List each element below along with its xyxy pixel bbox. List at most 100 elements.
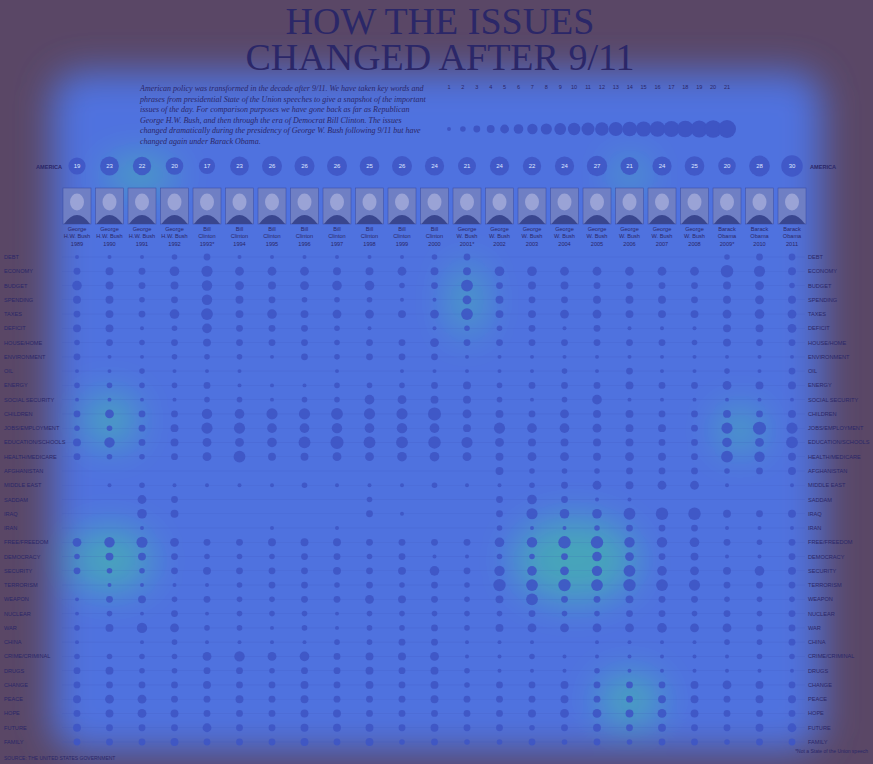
portrait-shoulders	[487, 215, 513, 224]
portrait-shoulders	[129, 215, 155, 224]
bubble	[528, 452, 537, 461]
bubble	[789, 710, 796, 717]
bubble	[626, 282, 633, 289]
row-label: MIDDLE EAST	[808, 482, 846, 488]
bubble	[172, 354, 178, 360]
bubble	[269, 668, 275, 674]
bubble	[498, 483, 502, 487]
year-label: 1993*	[200, 241, 215, 247]
row-label: PEACE	[4, 696, 23, 702]
bubble	[594, 382, 601, 389]
bubble	[204, 710, 211, 717]
bubble	[204, 596, 211, 603]
bubble	[139, 411, 146, 418]
bubble	[172, 654, 178, 660]
bubble	[139, 383, 145, 389]
bubble	[430, 652, 439, 661]
bubble	[367, 639, 373, 645]
portrait-head	[395, 194, 409, 211]
bubble	[594, 668, 600, 674]
bubble	[693, 355, 697, 359]
bubble	[397, 423, 407, 433]
bubble	[107, 454, 113, 460]
bubble	[463, 452, 472, 461]
bubble	[104, 437, 114, 447]
america-value: 25	[366, 163, 373, 169]
row-label: SPENDING	[808, 297, 837, 303]
bubble	[301, 553, 308, 560]
america-bubble	[68, 157, 85, 174]
bubble	[108, 355, 112, 359]
bubble	[171, 411, 178, 418]
bubble	[301, 567, 308, 574]
background-highlight	[600, 675, 660, 725]
bubble	[171, 510, 179, 518]
row-label: TAXES	[808, 311, 826, 317]
portrait-shoulders	[519, 215, 545, 224]
size-legend-label: 5	[503, 84, 506, 90]
row-label: EDUCATION/SCHOOLS	[4, 439, 66, 445]
president-name: BillClinton	[426, 226, 443, 239]
bubble	[496, 339, 503, 346]
america-bubble	[458, 157, 476, 175]
portrait-head	[428, 194, 442, 211]
bubble	[758, 669, 762, 673]
bubble	[171, 696, 178, 703]
bubble	[203, 681, 211, 689]
year-label: 2002	[493, 241, 505, 247]
bubble	[529, 682, 536, 689]
bubble	[72, 281, 82, 291]
bubble	[788, 695, 796, 703]
bubble	[626, 368, 633, 375]
bubble	[367, 611, 373, 617]
bubble	[658, 424, 666, 432]
portrait-shoulders	[162, 215, 188, 224]
bubble	[431, 681, 439, 689]
size-legend-circle	[595, 122, 609, 136]
bubble	[722, 438, 732, 448]
america-value: 19	[74, 163, 81, 169]
bubble	[691, 310, 699, 318]
bubble	[496, 595, 504, 603]
bubble	[593, 310, 602, 319]
bubble	[464, 625, 470, 631]
bubble	[530, 640, 534, 644]
bubble	[368, 255, 372, 259]
subtitle: phrases from presidential State of the U…	[139, 95, 426, 104]
bubble	[529, 725, 535, 731]
america-bubble	[230, 157, 249, 176]
bubble	[527, 537, 537, 547]
bubble	[561, 282, 569, 290]
bubble	[235, 267, 244, 276]
bubble	[205, 640, 209, 644]
bubble	[238, 383, 242, 387]
bubble	[592, 509, 602, 519]
bubble	[366, 582, 373, 589]
bubble	[529, 468, 535, 474]
bubble	[723, 310, 732, 319]
bubble	[236, 339, 243, 346]
bubble	[236, 310, 244, 318]
portrait	[356, 188, 384, 224]
bubble	[74, 625, 80, 631]
bubble	[626, 525, 633, 532]
bubble	[591, 536, 603, 548]
bubble	[106, 682, 113, 689]
bubble	[366, 667, 374, 675]
bubble	[593, 623, 602, 632]
bubble	[171, 439, 179, 447]
bubble	[594, 596, 601, 603]
portrait-shoulders	[779, 215, 805, 224]
bubble	[400, 369, 404, 373]
bubble	[756, 324, 764, 332]
bubble	[593, 267, 602, 276]
bubble	[73, 296, 81, 304]
bubble	[756, 339, 763, 346]
bubble	[108, 255, 112, 259]
bubble	[563, 355, 567, 359]
bubble	[367, 297, 373, 303]
bubble	[170, 266, 180, 276]
row-labels: DEBTDEBTECONOMYECONOMYBUDGETBUDGETSPENDI…	[4, 254, 870, 745]
bubble	[136, 537, 147, 548]
bubble	[399, 739, 405, 745]
